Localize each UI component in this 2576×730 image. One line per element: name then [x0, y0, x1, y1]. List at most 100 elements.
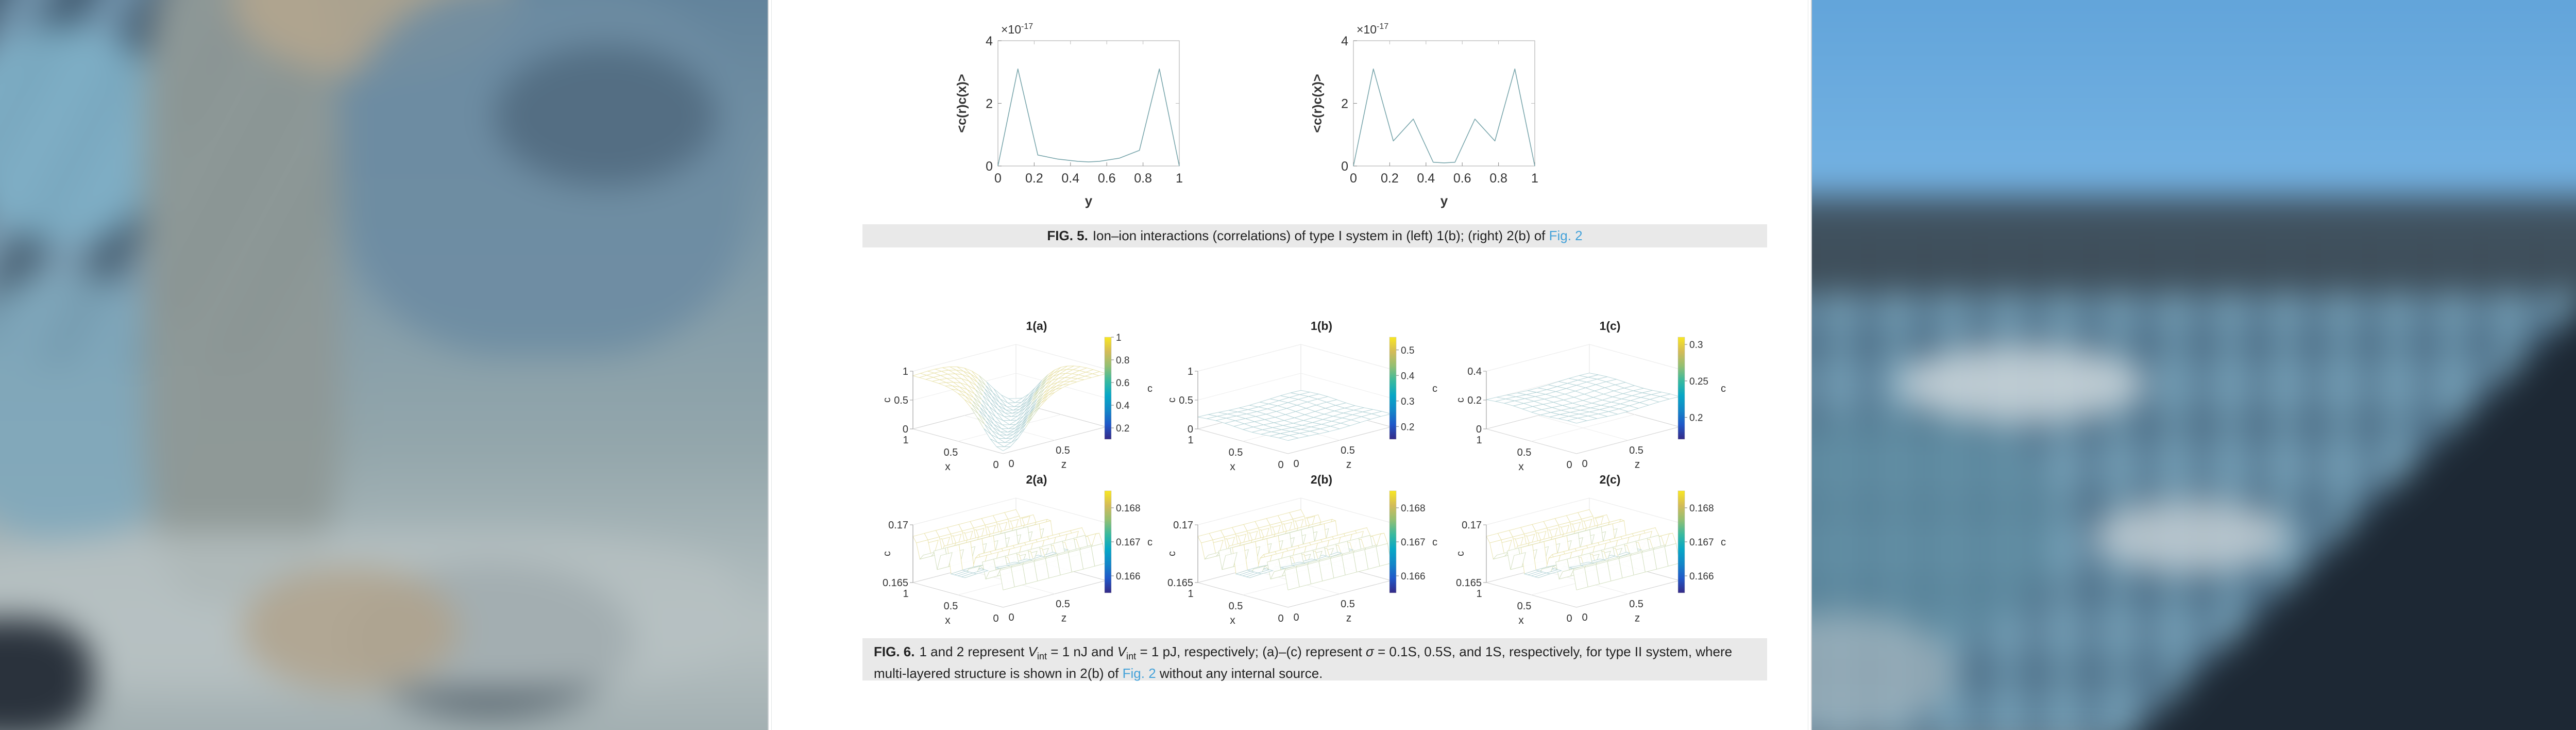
axis-tick-label: 0	[1278, 459, 1283, 471]
colorbar-label: c	[1721, 537, 1726, 548]
x-axis-label: x	[1518, 461, 1524, 473]
axis-tick-label: 0	[986, 159, 993, 174]
subplot-title: 2(a)	[1026, 473, 1047, 486]
axis-tick-label: 0.5	[1056, 599, 1070, 610]
axis-tick-label: 0	[1188, 424, 1193, 435]
axis-tick-label: 2	[986, 97, 993, 111]
axis-tick-label: 0	[993, 459, 998, 471]
axis-tick-label: 0	[1341, 159, 1348, 174]
axis-tick-label: 0	[903, 424, 908, 435]
axis-tick-label: 4	[986, 34, 993, 48]
colorbar-tick-label: 0.167	[1401, 537, 1426, 548]
surface-plot-2b-svg: 2(b) 0.165 0.17 c 1 0.5 0 0 0.5 x z 0.168 0.167 0.166…	[1166, 473, 1437, 626]
axis-tick-label: 1	[903, 588, 908, 600]
v-axis-label: c	[1455, 397, 1466, 403]
axis-tick-label: 0.2	[1381, 171, 1399, 186]
z-axis-label: z	[1346, 458, 1352, 470]
axis-tick-label: 4	[1341, 34, 1348, 48]
axis-tick-label: 0	[1566, 459, 1572, 471]
axis-tick-label: 0.6	[1098, 171, 1116, 186]
axis-tick-label: 0.5	[1341, 599, 1355, 610]
axis-tick-label: 0.17	[888, 520, 908, 531]
axis-tick-label: 0.4	[1417, 171, 1435, 186]
figure5-plot-left: 0 0.2 0.4 0.6 0.8 1 0 2 4 ×10-17 <c(r)c(x)> y	[939, 7, 1207, 220]
x-axis-label: x	[1230, 461, 1235, 473]
axis-tick-label: 0.8	[1489, 171, 1507, 186]
caption-segment: = 1 pJ, respectively; (a)–(c) represent	[1136, 644, 1366, 659]
caption-subscript: int	[1037, 651, 1047, 662]
colorbar-tick-label: 0.3	[1689, 340, 1703, 351]
figure2-link[interactable]: Fig. 2	[1549, 228, 1583, 243]
axis-tick-label: 0	[1293, 458, 1299, 470]
colorbar-tick-label: 0.168	[1116, 503, 1141, 514]
axis-tick-label: 1	[903, 366, 908, 377]
caption-subscript: int	[1126, 651, 1137, 662]
axis-tick-label: 0.5	[1517, 601, 1532, 612]
axis-tick-label: 0.5	[1629, 445, 1643, 456]
colorbar-label: c	[1721, 383, 1726, 394]
axis-tick-label: 0	[1278, 613, 1283, 624]
colorbar-tick-label: 0.4	[1401, 371, 1415, 381]
axis-tick-label: 1	[1188, 435, 1193, 446]
z-axis-label: z	[1346, 612, 1352, 624]
y-axis-label: <c(r)c(x)>	[1310, 74, 1325, 133]
axis-tick-label: 0.5	[1229, 447, 1243, 458]
x-axis-label: x	[1230, 615, 1235, 626]
colorbar-tick-label: 0.2	[1689, 413, 1703, 424]
axis-tick-label: 0	[1582, 458, 1587, 470]
figure5-caption: FIG. 5. Ion–ion interactions (correlation…	[862, 224, 1767, 247]
v-axis-label: c	[882, 551, 893, 556]
axis-tick-label: 1	[1188, 588, 1193, 600]
caption-segment: = 0.1S, 0.5S, and 1S, respectively, for …	[874, 644, 1733, 682]
surface-plot-2b: 2(b) 0.165 0.17 c 1 0.5 0 0 0.5 x z 0.168 0.167 0.166…	[1157, 473, 1445, 628]
caption-segment: without any internal source.	[1156, 666, 1323, 682]
subplot-title: 2(b)	[1311, 473, 1332, 486]
colorbar-tick-label: 0.167	[1689, 537, 1714, 548]
axis-tick-label: 0.5	[1179, 395, 1193, 406]
axis-tick-label: 1	[1176, 171, 1183, 186]
surface-plot-1b: 1(b) 0 0.5 1 c 1 0.5 0 0 0.5 x z 0.5 0.4 0.3 0.2 c	[1157, 319, 1445, 474]
colorbar-tick-label: 0.168	[1401, 503, 1426, 514]
subplot-title: 2(c)	[1600, 473, 1621, 486]
v-axis-label: c	[882, 397, 893, 403]
axis-tick-label: 0.5	[1629, 599, 1643, 610]
z-axis-label: z	[1061, 612, 1067, 624]
axis-tick-label: 1	[1531, 171, 1538, 186]
colorbar-tick-label: 0.8	[1116, 355, 1129, 366]
axis-tick-label: 0	[994, 171, 1002, 186]
axis-tick-label: 0	[993, 613, 998, 624]
colorbar-tick-label: 0.166	[1116, 571, 1141, 582]
colorbar-label: c	[1432, 537, 1437, 548]
x-axis-label: y	[1440, 193, 1448, 208]
data-series-line	[997, 68, 1180, 167]
axis-tick-label: 0.6	[1453, 171, 1471, 186]
colorbar-label: c	[1147, 383, 1153, 394]
caption-segment: V	[1117, 644, 1127, 659]
colorbar	[1104, 337, 1112, 440]
axis-tick-label: 0.5	[1517, 447, 1532, 458]
axis-tick-label: 0.4	[1061, 171, 1079, 186]
colorbar-tick-label: 0.4	[1116, 401, 1130, 411]
axis-tick-label: 0.17	[1462, 520, 1482, 531]
figure5-caption-text: Ion–ion interactions (correlations) of t…	[1092, 228, 1549, 243]
colorbar-label: c	[1147, 537, 1153, 548]
figure2-link[interactable]: Fig. 2	[1122, 666, 1156, 682]
axis-tick-label: 1	[1188, 366, 1193, 377]
axis-tick-label: 1	[903, 435, 908, 446]
figure5-caption-label: FIG. 5.	[1047, 228, 1088, 243]
subplot-title: 1(c)	[1600, 320, 1621, 333]
paper-page: 0 0.2 0.4 0.6 0.8 1 0 2 4 ×10-17 <c(r)c(x)> y 0 0.2 0…	[768, 0, 1812, 730]
z-axis-label: z	[1635, 612, 1640, 624]
axis-tick-label: 0.4	[1467, 366, 1482, 377]
subplot-title: 1(a)	[1026, 320, 1047, 333]
axis-tick-label: 0.165	[1456, 577, 1482, 589]
axis-tick-label: 0.5	[1341, 445, 1355, 456]
colorbar-tick-label: 0.6	[1116, 378, 1129, 389]
background-photo-right	[1810, 0, 2576, 730]
axis-tick-label: 0.2	[1025, 171, 1043, 186]
background-photo-left	[0, 0, 768, 730]
axis-tick-label: 0.8	[1134, 171, 1152, 186]
surface-plot-2a-svg: 2(a) 0.165 0.17 c 1 0.5 0 0 0.5 x z 0.168 0.167 0.166…	[882, 473, 1153, 626]
